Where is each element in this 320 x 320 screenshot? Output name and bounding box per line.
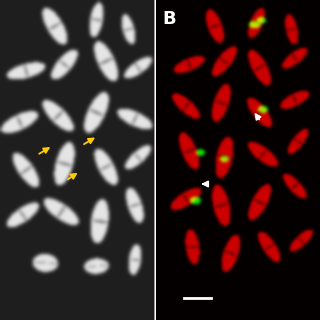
Text: B: B: [162, 10, 176, 28]
